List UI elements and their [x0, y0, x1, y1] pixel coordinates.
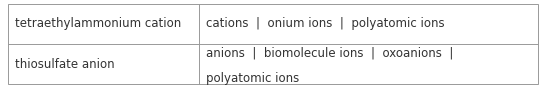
- Text: cations  |  onium ions  |  polyatomic ions: cations | onium ions | polyatomic ions: [206, 17, 444, 30]
- Text: polyatomic ions: polyatomic ions: [206, 72, 299, 85]
- Text: anions  |  biomolecule ions  |  oxoanions  |: anions | biomolecule ions | oxoanions |: [206, 46, 453, 59]
- Text: tetraethylammonium cation: tetraethylammonium cation: [15, 17, 181, 30]
- Text: thiosulfate anion: thiosulfate anion: [15, 58, 114, 71]
